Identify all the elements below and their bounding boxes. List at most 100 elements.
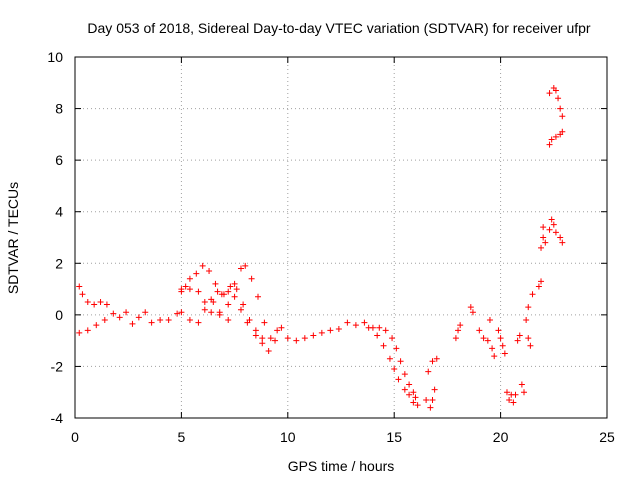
data-point xyxy=(559,113,566,120)
data-marks xyxy=(76,84,566,411)
data-point xyxy=(142,309,149,316)
data-point xyxy=(469,309,476,316)
data-point xyxy=(395,376,402,383)
data-point xyxy=(557,105,564,112)
data-point xyxy=(237,265,244,272)
data-point xyxy=(272,337,279,344)
data-point xyxy=(252,332,259,339)
data-point xyxy=(278,324,285,331)
data-point xyxy=(401,386,408,393)
data-point xyxy=(84,327,91,334)
data-point xyxy=(512,391,519,398)
data-point xyxy=(284,335,291,342)
data-point xyxy=(208,296,215,303)
data-point xyxy=(514,337,521,344)
data-point xyxy=(293,337,300,344)
data-point xyxy=(227,283,234,290)
data-point xyxy=(116,314,123,321)
y-tick-label: -4 xyxy=(51,410,64,426)
data-point xyxy=(376,324,383,331)
data-point xyxy=(516,332,523,339)
y-tick-label: 6 xyxy=(55,152,63,168)
data-point xyxy=(157,317,164,324)
x-tick-label: 20 xyxy=(493,429,509,445)
data-point xyxy=(476,327,483,334)
x-tick-label: 15 xyxy=(386,429,402,445)
y-tick-label: 4 xyxy=(55,204,63,220)
data-point xyxy=(525,304,532,311)
x-axis-label: GPS time / hours xyxy=(288,458,395,474)
data-point xyxy=(546,90,553,97)
data-point xyxy=(361,319,368,326)
series-descending-track xyxy=(344,319,421,409)
data-point xyxy=(429,396,436,403)
data-point xyxy=(225,317,232,324)
data-point xyxy=(186,317,193,324)
data-point xyxy=(248,275,255,282)
data-point xyxy=(386,355,393,362)
data-point xyxy=(129,320,136,327)
y-tick-label: 10 xyxy=(47,49,63,65)
data-point xyxy=(529,291,536,298)
data-point xyxy=(455,327,462,334)
data-point xyxy=(501,350,508,357)
tick-layer xyxy=(74,56,608,419)
data-point xyxy=(559,128,566,135)
data-point xyxy=(374,332,381,339)
data-point xyxy=(540,234,547,241)
data-point xyxy=(397,358,404,365)
data-point xyxy=(412,394,419,401)
data-point xyxy=(79,291,86,298)
data-point xyxy=(521,389,528,396)
data-point xyxy=(242,262,249,269)
data-point xyxy=(523,317,530,324)
data-point xyxy=(391,366,398,373)
data-point xyxy=(559,239,566,246)
data-point xyxy=(546,141,553,148)
grid-layer xyxy=(75,57,607,418)
data-point xyxy=(427,404,434,411)
data-point xyxy=(548,216,555,223)
data-point xyxy=(220,291,227,298)
data-point xyxy=(195,319,202,326)
data-point xyxy=(410,399,417,406)
data-point xyxy=(76,283,83,290)
data-point xyxy=(491,353,498,360)
data-point xyxy=(206,268,213,275)
plot-frame xyxy=(74,56,608,419)
data-point xyxy=(406,391,413,398)
data-point xyxy=(255,293,262,300)
data-point xyxy=(76,329,83,336)
data-point xyxy=(216,311,223,318)
data-point xyxy=(380,342,387,349)
data-point xyxy=(538,244,545,251)
data-point xyxy=(225,301,232,308)
data-point xyxy=(199,262,206,269)
data-point xyxy=(240,301,247,308)
data-point xyxy=(548,136,555,143)
data-point xyxy=(259,340,266,347)
data-point xyxy=(540,224,547,231)
data-point xyxy=(310,332,317,339)
data-point xyxy=(91,301,98,308)
data-point xyxy=(178,309,185,316)
data-point xyxy=(261,319,268,326)
series-lower-track xyxy=(76,293,342,354)
data-point xyxy=(410,389,417,396)
data-point xyxy=(252,327,259,334)
data-point xyxy=(431,386,438,393)
data-point xyxy=(174,310,181,317)
data-point xyxy=(414,402,421,409)
data-point xyxy=(382,327,389,334)
data-point xyxy=(535,283,542,290)
data-point xyxy=(231,293,238,300)
data-point xyxy=(555,95,562,102)
data-point xyxy=(497,335,504,342)
data-point xyxy=(344,319,351,326)
data-point xyxy=(225,288,232,295)
data-point xyxy=(274,327,281,334)
data-point xyxy=(214,288,221,295)
y-axis-label: SDTVAR / TECUs xyxy=(5,182,21,294)
data-point xyxy=(201,306,208,313)
